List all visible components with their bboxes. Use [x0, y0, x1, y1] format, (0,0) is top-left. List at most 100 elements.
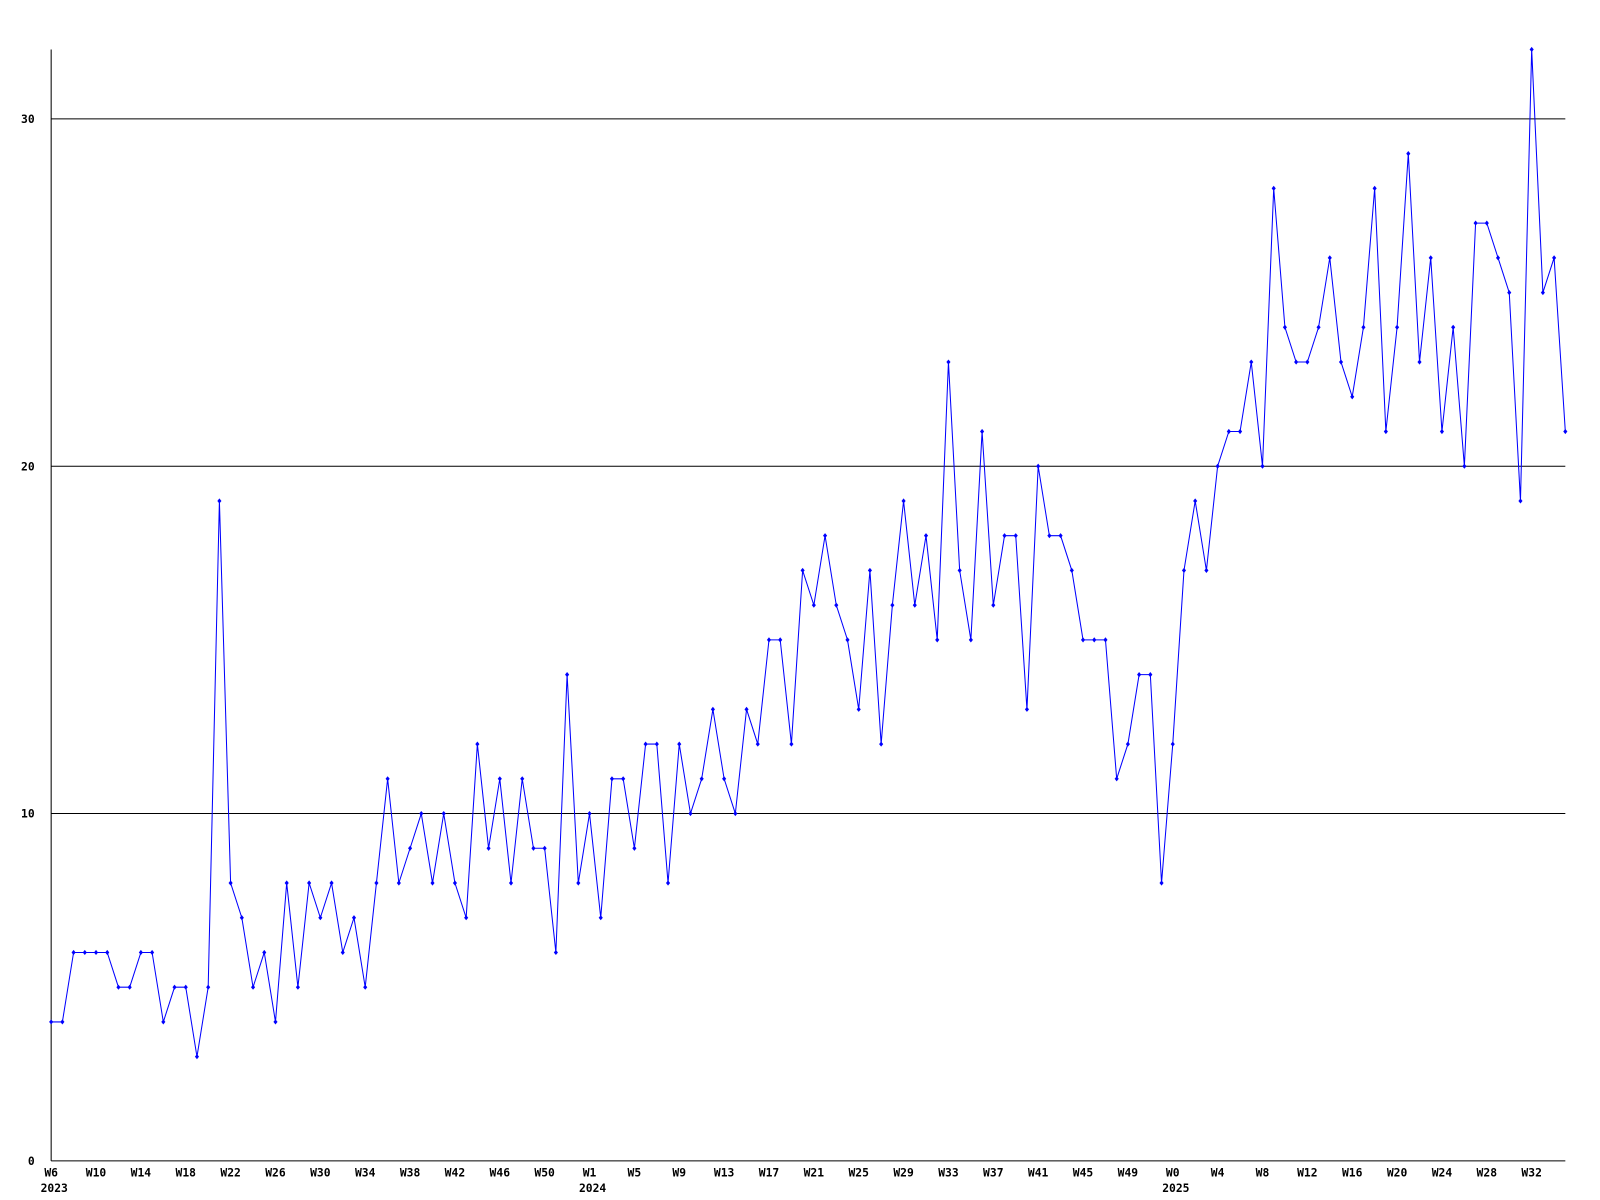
data-point	[957, 567, 962, 573]
data-point	[1137, 672, 1142, 678]
data-point	[150, 949, 155, 956]
x-tick-label: W8	[1256, 1165, 1270, 1179]
x-tick-label: W28	[1477, 1165, 1498, 1179]
data-point	[307, 880, 312, 886]
x-tick-label: W45	[1073, 1165, 1094, 1179]
data-point	[1260, 463, 1265, 469]
data-point	[520, 776, 525, 782]
x-tick-label: W50	[534, 1165, 555, 1179]
y-tick-label: 30	[21, 112, 35, 126]
data-point	[688, 810, 693, 817]
y-tick-label: 10	[21, 807, 35, 821]
x-tick-label: W33	[938, 1165, 959, 1179]
data-point	[138, 949, 143, 956]
data-point	[161, 1019, 166, 1025]
data-point	[912, 602, 917, 608]
data-point	[105, 949, 110, 956]
data-point	[890, 602, 895, 608]
data-point	[295, 984, 300, 990]
x-tick-label: W0	[1166, 1165, 1180, 1179]
data-point	[1451, 324, 1456, 330]
data-point	[733, 810, 738, 817]
data-point	[1305, 359, 1310, 365]
data-point	[1103, 637, 1108, 643]
data-point	[217, 498, 222, 504]
data-point	[1395, 324, 1400, 330]
data-point	[1552, 255, 1557, 261]
data-point	[576, 880, 581, 886]
data-point	[1294, 359, 1299, 365]
data-point	[1462, 463, 1467, 469]
data-point	[183, 984, 188, 990]
data-point	[497, 776, 502, 782]
x-tick-label: W22	[220, 1165, 240, 1179]
data-point	[1002, 533, 1007, 539]
data-point	[980, 428, 985, 435]
data-point	[811, 602, 816, 608]
data-point	[1540, 289, 1545, 296]
data-point	[778, 637, 783, 643]
data-point	[1170, 741, 1175, 747]
data-point	[408, 845, 413, 851]
data-point	[1226, 428, 1231, 435]
x-tick-label: W30	[310, 1165, 331, 1179]
data-point	[374, 880, 379, 886]
data-point	[329, 880, 334, 886]
data-point	[340, 949, 345, 956]
data-point	[250, 984, 256, 990]
x-tick-label: W12	[1297, 1165, 1317, 1179]
x-tick-label: W24	[1432, 1165, 1453, 1179]
x-year-label: 2025	[1162, 1181, 1189, 1195]
data-point	[1282, 324, 1287, 330]
x-tick-label: W9	[672, 1165, 686, 1179]
data-point	[654, 741, 659, 747]
data-point	[1439, 428, 1445, 435]
data-point	[1563, 428, 1568, 435]
data-point	[1204, 567, 1209, 573]
x-tick-label: W14	[131, 1165, 152, 1179]
x-tick-label: W29	[893, 1165, 914, 1179]
data-point	[284, 880, 289, 886]
data-point	[834, 602, 839, 608]
data-point	[755, 741, 760, 747]
data-point	[1507, 289, 1512, 296]
data-point	[1316, 324, 1321, 330]
data-point	[699, 776, 704, 782]
data-point	[172, 984, 177, 990]
data-point	[60, 1019, 65, 1025]
data-point	[677, 741, 682, 747]
data-point	[565, 672, 570, 678]
data-point	[363, 984, 368, 990]
data-point	[385, 776, 390, 782]
x-tick-label: W26	[265, 1165, 286, 1179]
y-tick-label: 0	[28, 1154, 35, 1168]
data-point	[1125, 741, 1130, 747]
data-point	[419, 810, 424, 817]
data-point	[665, 880, 671, 886]
data-point	[1024, 706, 1030, 712]
data-point	[879, 741, 884, 747]
x-tick-label: W25	[848, 1165, 869, 1179]
x-tick-label: W13	[714, 1165, 735, 1179]
data-point	[856, 706, 861, 712]
data-point	[935, 637, 940, 643]
x-tick-label: W20	[1387, 1165, 1408, 1179]
data-point	[1237, 428, 1243, 435]
data-point	[116, 984, 121, 990]
data-point	[71, 949, 76, 956]
data-line	[51, 49, 1566, 1057]
data-point	[1047, 533, 1052, 539]
data-point	[1159, 880, 1164, 886]
data-point	[1092, 637, 1097, 643]
data-point	[1372, 185, 1377, 191]
x-tick-label: W4	[1211, 1165, 1225, 1179]
data-point	[1193, 498, 1198, 504]
data-point	[508, 880, 514, 886]
data-point	[1473, 220, 1478, 226]
data-point	[127, 984, 132, 990]
x-tick-label: W46	[490, 1165, 511, 1179]
data-point	[239, 915, 244, 921]
data-point	[1529, 46, 1534, 53]
data-point	[789, 741, 794, 747]
